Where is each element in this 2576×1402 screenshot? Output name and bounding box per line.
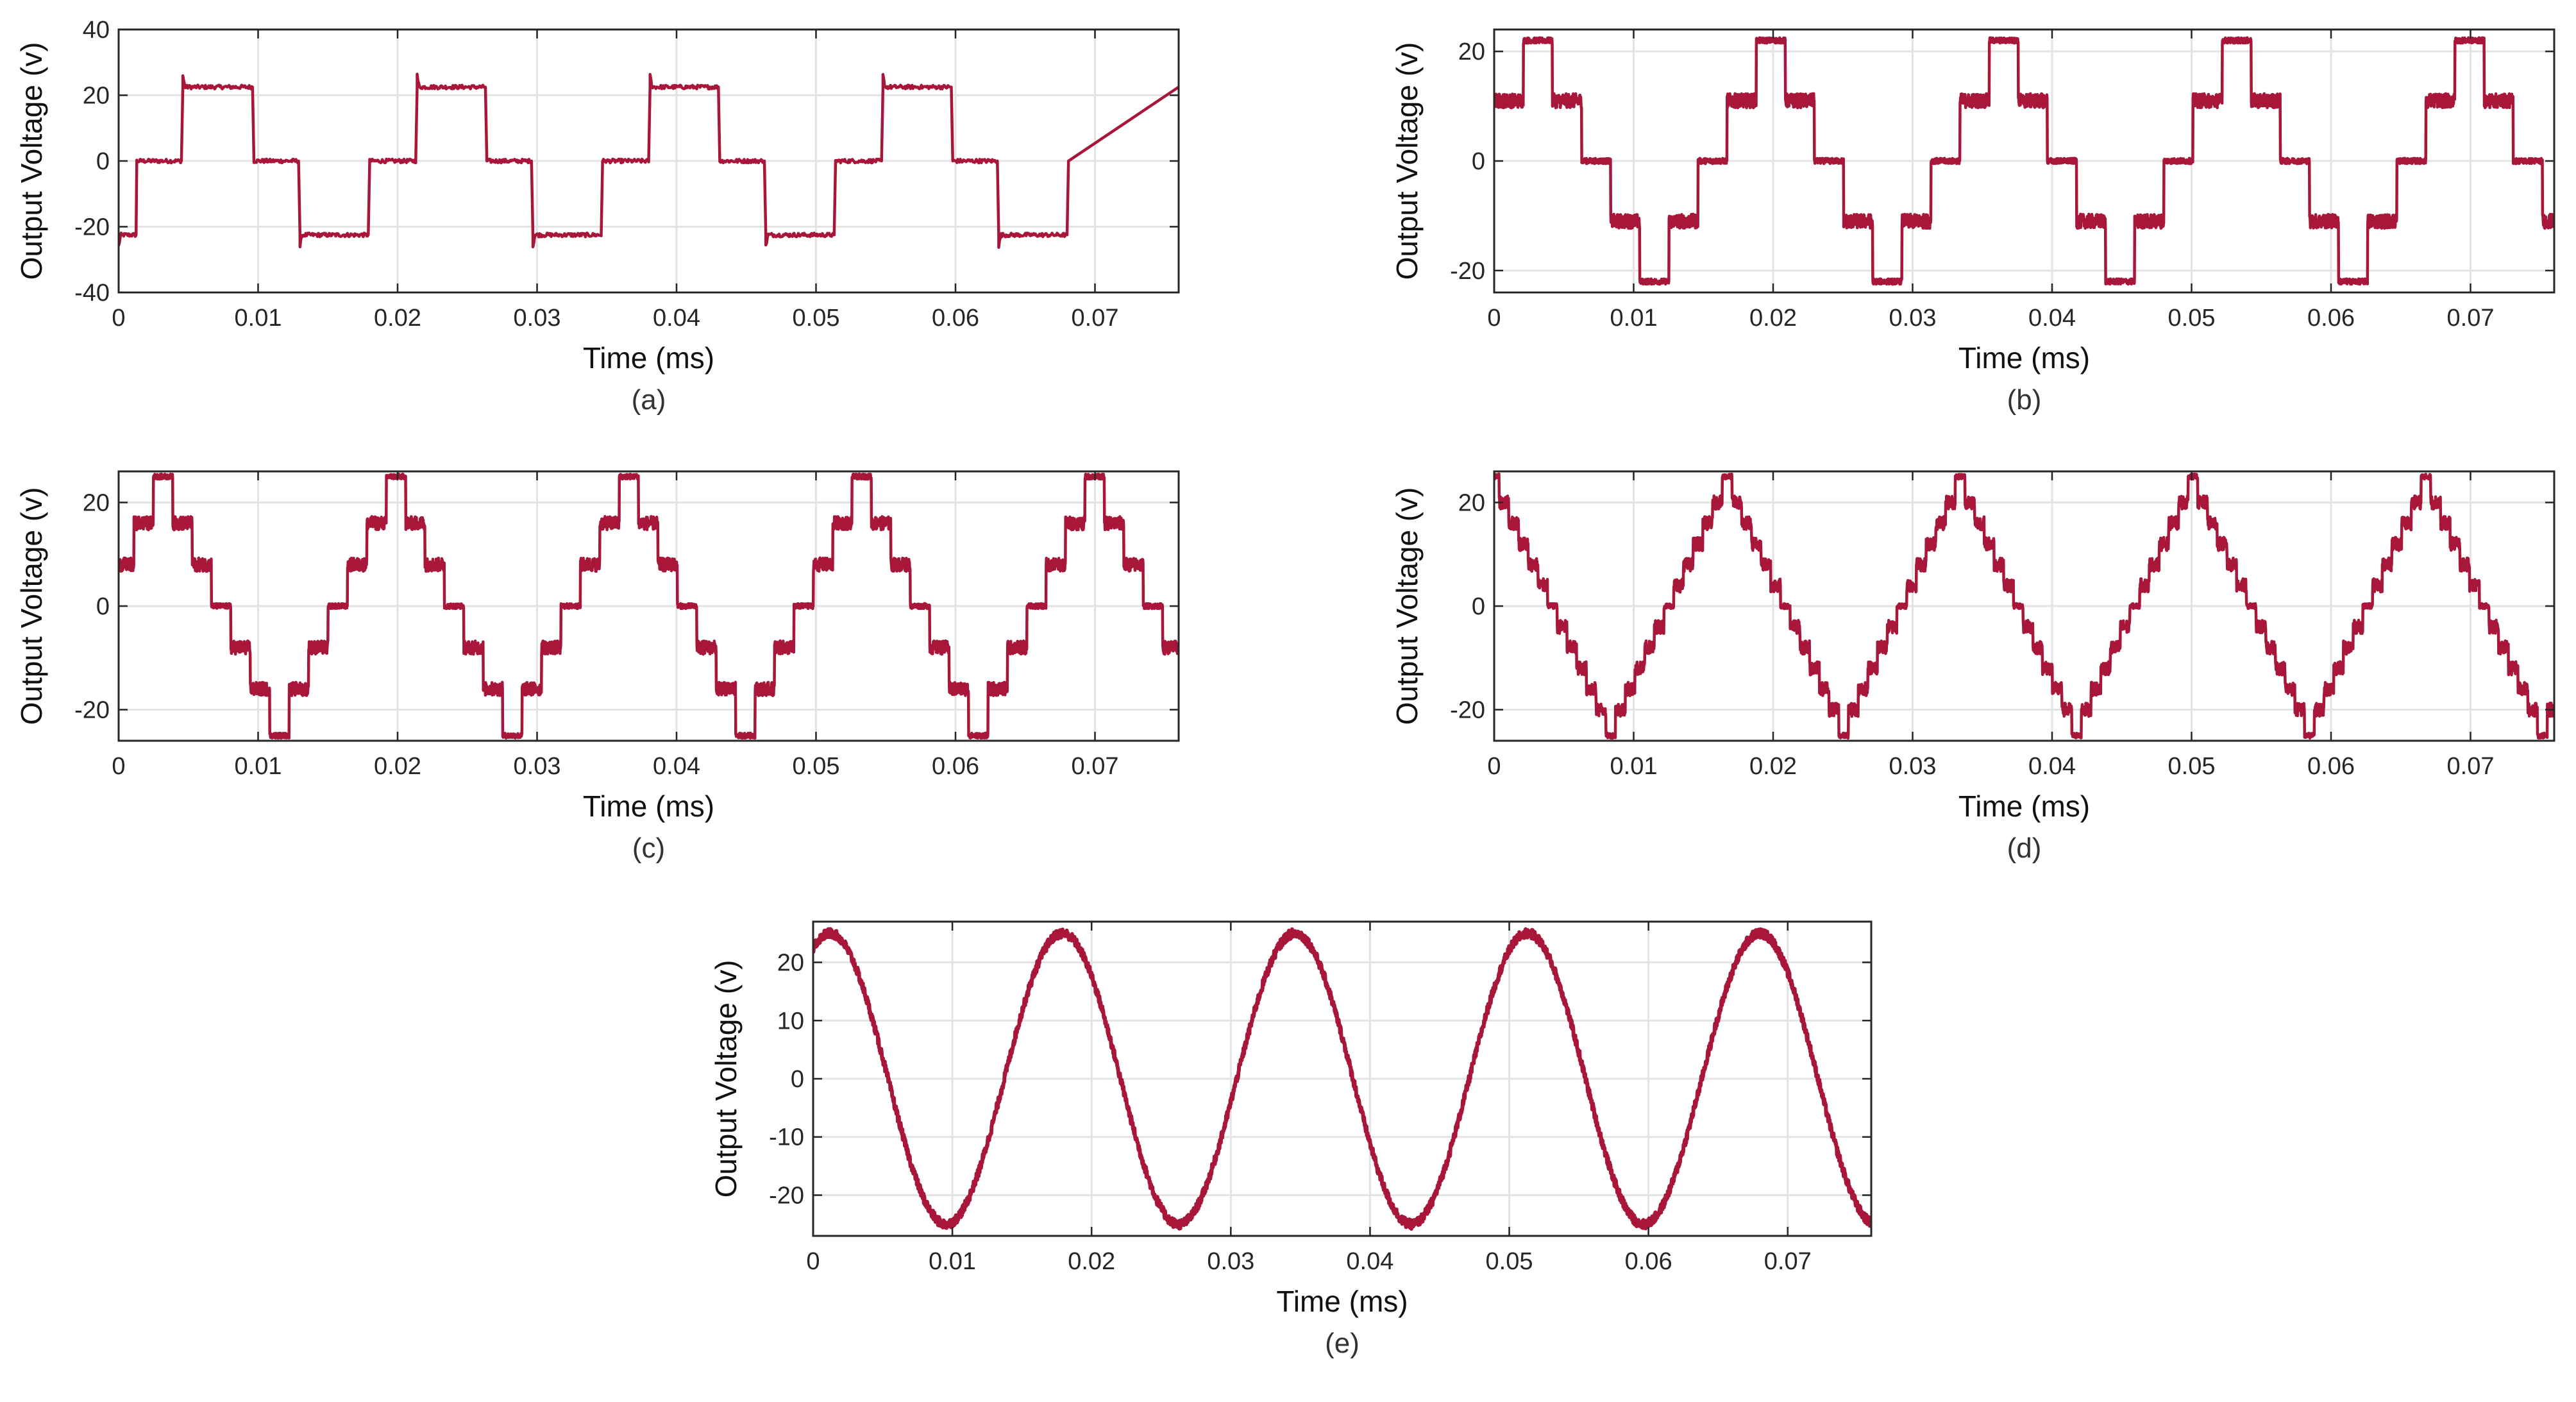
panel-caption: (c): [632, 832, 665, 864]
x-tick-label: 0: [112, 305, 125, 332]
y-tick-label: 10: [777, 1008, 804, 1035]
series-line: [119, 72, 1179, 249]
y-tick-label: -20: [74, 214, 110, 241]
y-tick-label: 0: [96, 148, 110, 175]
y-axis-label: Output Voltage (v): [15, 487, 48, 725]
y-axis-label: Output Voltage (v): [1390, 487, 1424, 725]
x-tick-label: 0.04: [2028, 753, 2076, 780]
y-tick-label: 20: [1458, 38, 1485, 65]
x-tick-label: 0.05: [1486, 1248, 1533, 1275]
x-tick-label: 0.05: [2168, 753, 2216, 780]
y-tick-label: 20: [1458, 489, 1485, 516]
y-tick-label: 20: [83, 489, 110, 516]
x-tick-label: 0.03: [1889, 305, 1937, 332]
x-tick-label: 0.01: [235, 753, 282, 780]
series-line: [813, 927, 1871, 1231]
x-tick-label: 0.03: [514, 753, 561, 780]
y-tick-label: 20: [83, 83, 110, 110]
x-tick-label: 0.06: [2307, 753, 2355, 780]
x-tick-label: 0.02: [1068, 1248, 1115, 1275]
x-tick-label: 0.04: [653, 753, 700, 780]
x-axis-label: Time (ms): [1958, 341, 2090, 375]
y-axis-label: Output Voltage (v): [15, 42, 48, 280]
chart-panel-5: 0 0.01 0.02 0.03 0.04 0.05 0.06 0.07 -20 -10 0 10 20…: [709, 920, 1873, 1359]
x-tick-label: 0.06: [932, 305, 979, 332]
x-tick-label: 0.06: [2307, 305, 2355, 332]
x-tick-label: 0.07: [1764, 1248, 1812, 1275]
y-tick-label: 40: [83, 17, 110, 44]
series-line: [119, 472, 1179, 740]
x-tick-label: 0: [1487, 753, 1501, 780]
x-tick-label: 0.02: [1749, 305, 1797, 332]
x-tick-label: 0.02: [1749, 753, 1797, 780]
x-tick-label: 0.04: [653, 305, 700, 332]
x-tick-label: 0.04: [2028, 305, 2076, 332]
y-tick-label: 0: [96, 593, 110, 620]
x-axis-label: Time (ms): [1276, 1285, 1408, 1318]
x-axis-label: Time (ms): [1958, 790, 2090, 823]
x-axis-label: Time (ms): [583, 790, 714, 823]
x-tick-label: 0.01: [1610, 753, 1658, 780]
y-tick-label: 20: [777, 950, 804, 977]
y-tick-label: 0: [1472, 593, 1485, 620]
x-tick-label: 0.07: [1072, 305, 1119, 332]
x-tick-label: 0.02: [374, 305, 421, 332]
x-tick-label: 0.02: [374, 753, 421, 780]
x-tick-label: 0.04: [1346, 1248, 1393, 1275]
series-line: [1494, 472, 2554, 740]
x-tick-label: 0: [806, 1248, 820, 1275]
y-tick-label: -20: [769, 1182, 804, 1209]
chart-panel-3: 0 0.01 0.02 0.03 0.04 0.05 0.06 0.07 -20 0 20 Time …: [15, 470, 1180, 864]
x-tick-label: 0.06: [932, 753, 979, 780]
x-axis-label: Time (ms): [583, 341, 714, 375]
x-tick-label: 0.06: [1625, 1248, 1672, 1275]
x-tick-label: 0.03: [514, 305, 561, 332]
x-tick-label: 0.01: [1610, 305, 1658, 332]
y-tick-label: -10: [769, 1124, 804, 1151]
chart-panel-4: 0 0.01 0.02 0.03 0.04 0.05 0.06 0.07 -20 0 20 Time …: [1390, 470, 2555, 864]
chart-panel-1: 0 0.01 0.02 0.03 0.04 0.05 0.06 0.07 -40 -20 0 20 40…: [15, 17, 1180, 416]
panel-caption: (a): [632, 384, 666, 416]
panel-caption: (b): [2007, 384, 2042, 416]
x-tick-label: 0.05: [2168, 305, 2216, 332]
x-tick-label: 0.05: [793, 753, 840, 780]
x-tick-label: 0.07: [1072, 753, 1119, 780]
x-tick-label: 0.07: [2447, 753, 2495, 780]
x-tick-label: 0.01: [929, 1248, 976, 1275]
x-tick-label: 0.05: [793, 305, 840, 332]
series-line: [1494, 36, 2554, 286]
x-tick-label: 0.03: [1207, 1248, 1254, 1275]
y-axis-label: Output Voltage (v): [1390, 42, 1424, 280]
y-tick-label: -20: [1450, 258, 1485, 285]
x-tick-label: 0: [1487, 305, 1501, 332]
x-tick-label: 0: [112, 753, 125, 780]
x-tick-label: 0.03: [1889, 753, 1937, 780]
y-tick-label: -20: [1450, 697, 1485, 724]
panel-caption: (d): [2007, 832, 2042, 864]
y-axis-label: Output Voltage (v): [709, 960, 743, 1198]
panel-caption: (e): [1325, 1328, 1360, 1359]
y-tick-label: -40: [74, 280, 110, 307]
chart-panel-2: 0 0.01 0.02 0.03 0.04 0.05 0.06 0.07-20020Time …: [1390, 28, 2555, 416]
y-tick-label: 0: [1472, 148, 1485, 175]
y-tick-label: 0: [791, 1066, 804, 1093]
x-tick-label: 0.07: [2447, 305, 2495, 332]
y-tick-label: -20: [74, 697, 110, 724]
x-tick-label: 0.01: [235, 305, 282, 332]
